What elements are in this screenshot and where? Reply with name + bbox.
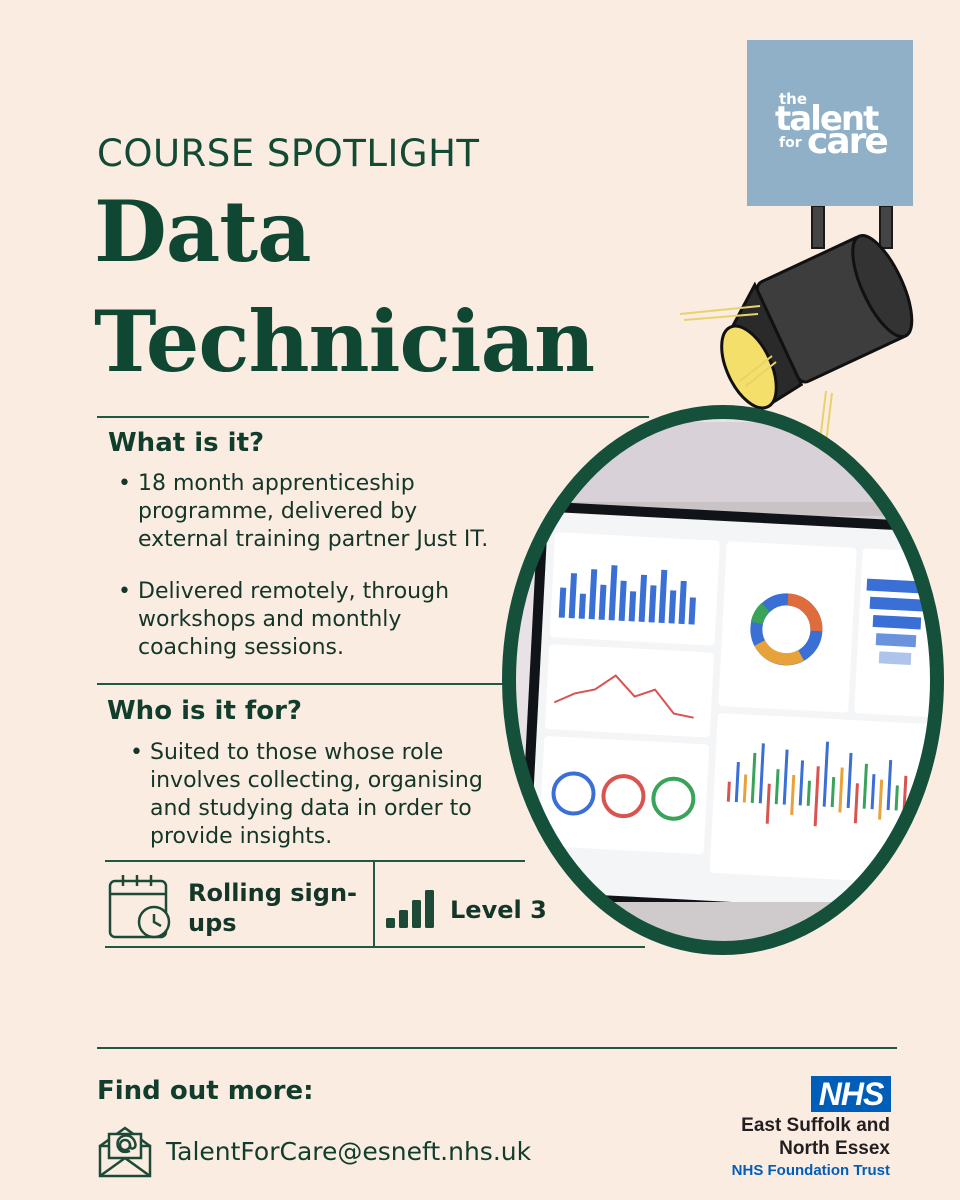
trust-name-line2: North Essex xyxy=(779,1138,890,1159)
signup-label: Rolling sign-ups xyxy=(188,879,358,937)
divider-features-top xyxy=(105,860,525,862)
divider-middle xyxy=(97,683,517,685)
who-heading: Who is it for? xyxy=(107,696,303,726)
talent-for-care-logo: the talent for care xyxy=(747,40,913,206)
spotlight-illustration xyxy=(680,206,914,444)
course-title-line2: Technician xyxy=(94,292,595,391)
nhs-logo-badge: NHS xyxy=(811,1076,891,1112)
features-separator xyxy=(373,860,375,946)
find-out-more-label: Find out more: xyxy=(97,1076,314,1106)
divider-top xyxy=(97,416,649,418)
what-heading: What is it? xyxy=(108,428,265,458)
level-label: Level 3 xyxy=(450,896,547,924)
trust-name-line3: NHS Foundation Trust xyxy=(731,1162,890,1179)
trust-name-line1: East Suffolk and xyxy=(741,1115,890,1136)
calendar-clock-icon xyxy=(108,875,171,939)
divider-features-bottom xyxy=(105,946,645,948)
eyebrow-label: COURSE SPOTLIGHT xyxy=(97,132,480,175)
contact-email-link[interactable]: TalentForCare@esneft.nhs.uk xyxy=(166,1137,532,1166)
dashboard-photo xyxy=(502,405,944,955)
signal-bars-icon xyxy=(386,890,434,928)
divider-footer xyxy=(97,1047,897,1049)
course-title-line1: Data xyxy=(94,182,311,281)
envelope-at-icon xyxy=(98,1126,152,1178)
